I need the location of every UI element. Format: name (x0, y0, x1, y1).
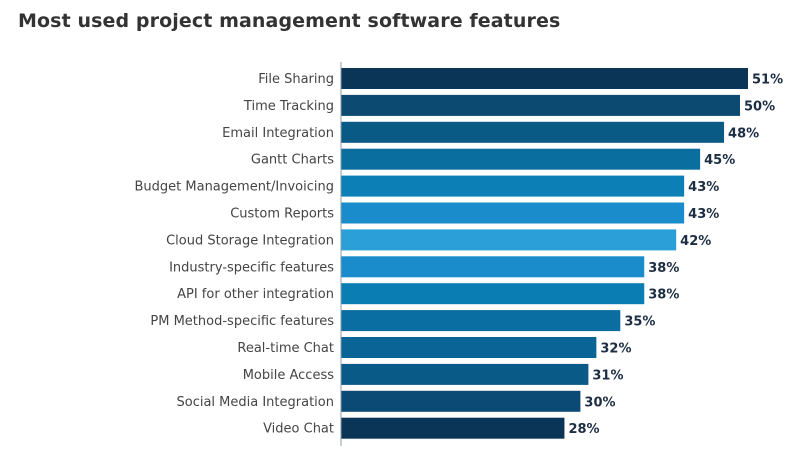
category-label: Custom Reports (230, 207, 334, 222)
value-label: 50% (744, 99, 775, 114)
value-label: 43% (688, 180, 719, 195)
bar (341, 175, 685, 197)
value-label: 31% (592, 368, 623, 383)
category-label: Real-time Chat (237, 341, 334, 356)
category-label: Email Integration (222, 126, 334, 141)
value-label: 32% (600, 342, 631, 357)
category-label: Video Chat (263, 422, 334, 437)
category-label: Mobile Access (243, 368, 335, 383)
bar (341, 283, 645, 305)
category-label: File Sharing (258, 72, 334, 87)
value-label: 38% (648, 261, 679, 276)
bar (341, 310, 621, 332)
bar (341, 417, 565, 439)
value-label: 45% (704, 153, 735, 168)
category-label: Industry-specific features (169, 260, 334, 275)
value-label: 51% (752, 73, 783, 88)
value-label: 42% (680, 234, 711, 249)
category-label: Social Media Integration (177, 395, 335, 410)
bar (341, 337, 597, 358)
category-label: PM Method-specific features (150, 314, 334, 329)
value-label: 30% (584, 395, 615, 410)
value-label: 38% (648, 288, 679, 303)
bar (341, 68, 748, 89)
bar (341, 148, 701, 170)
bar (341, 256, 645, 278)
category-label: Gantt Charts (251, 153, 334, 168)
category-label: Time Tracking (243, 99, 334, 114)
bar (341, 390, 581, 412)
bar (341, 202, 685, 224)
category-label: Budget Management/Invoicing (135, 180, 335, 195)
bar (341, 229, 677, 251)
value-label: 35% (624, 315, 655, 330)
bar (341, 94, 741, 116)
bar (341, 363, 589, 385)
value-label: 43% (688, 207, 719, 222)
bar (341, 121, 725, 143)
category-label: API for other integration (177, 287, 334, 302)
chart-title: Most used project management software fe… (18, 10, 561, 32)
value-label: 28% (568, 422, 599, 437)
value-label: 48% (728, 126, 759, 141)
category-label: Cloud Storage Integration (166, 233, 334, 248)
